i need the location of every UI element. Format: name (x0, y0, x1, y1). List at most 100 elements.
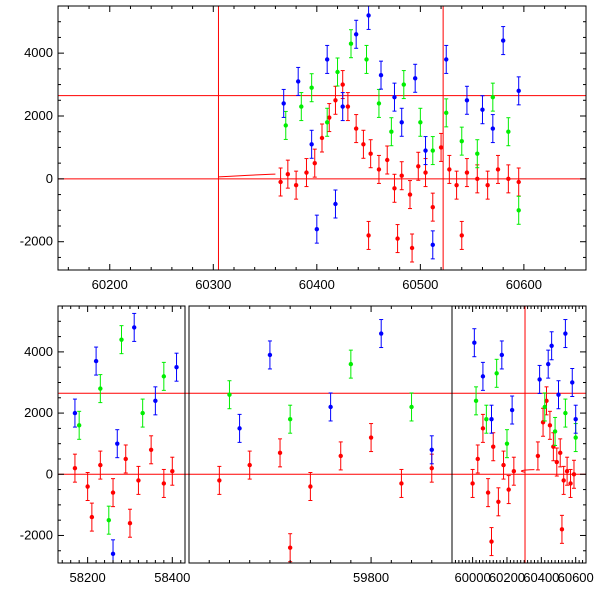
x-tick-label: 60500 (402, 277, 438, 292)
plot-frame (451, 305, 587, 564)
data-point (174, 364, 179, 370)
data-point (490, 126, 496, 131)
data-point (170, 469, 175, 474)
model-curve (218, 173, 276, 178)
x-tick-label: 58400 (154, 570, 190, 585)
data-point (509, 407, 515, 413)
data-point (563, 410, 568, 416)
data-point (475, 151, 480, 156)
data-point (285, 171, 291, 177)
data-point (491, 444, 496, 449)
data-point (295, 79, 301, 84)
data-point (464, 98, 470, 103)
data-point (464, 170, 470, 175)
data-point (399, 120, 404, 125)
data-point (480, 107, 485, 112)
data-point (293, 182, 299, 188)
data-point (570, 380, 575, 385)
data-point (399, 481, 404, 486)
data-point (148, 447, 154, 452)
data-point (385, 157, 390, 163)
data-point (573, 417, 578, 422)
data-point (392, 186, 397, 191)
data-point (516, 88, 521, 94)
data-point (153, 398, 158, 404)
data-point (423, 170, 428, 175)
data-point (401, 82, 406, 87)
data-point (312, 160, 317, 166)
data-point (345, 104, 351, 109)
data-point (430, 204, 435, 210)
data-point (485, 182, 490, 188)
data-point (364, 57, 369, 62)
data-point (506, 487, 511, 492)
x-tick-label: 60400 (299, 277, 335, 292)
data-point (304, 170, 309, 175)
y-tick-label: 0 (46, 171, 53, 186)
data-point (217, 478, 222, 483)
data-point (561, 478, 566, 483)
data-point (475, 456, 480, 462)
data-point (161, 374, 167, 379)
data-point (556, 392, 561, 397)
data-point (444, 57, 449, 62)
data-point (287, 545, 293, 550)
data-point (389, 129, 394, 134)
y-tick-label: -2000 (20, 234, 53, 249)
data-point (470, 481, 475, 486)
x-tick-label: 60300 (195, 277, 231, 292)
data-point (287, 417, 293, 422)
data-point (535, 453, 541, 459)
data-point (571, 472, 577, 477)
data-point (161, 481, 167, 486)
data-point (299, 104, 304, 109)
data-point (85, 484, 90, 489)
data-point (324, 120, 330, 125)
data-point (559, 527, 565, 532)
data-point (542, 404, 547, 410)
data-point (409, 404, 414, 410)
data-point (327, 115, 332, 120)
data-point (547, 423, 553, 428)
data-point (506, 129, 511, 134)
data-point (353, 32, 359, 37)
data-point (429, 465, 434, 471)
data-point (127, 521, 133, 526)
data-point (115, 441, 120, 446)
data-point (72, 410, 78, 416)
data-point (407, 192, 413, 197)
top-panel: -2000 0 2000 4000 60200 60300 60400 60500 60600 (20, 5, 587, 292)
data-point (516, 208, 521, 213)
data-point (430, 148, 435, 153)
data-point (395, 236, 400, 241)
data-point (444, 110, 449, 116)
x-tick-label: 60600 (506, 277, 542, 292)
data-point (501, 462, 506, 468)
data-point (353, 126, 359, 131)
data-point (544, 398, 549, 404)
data-point (277, 450, 283, 456)
data-point (511, 469, 517, 474)
data-point (454, 182, 459, 188)
data-point (423, 148, 428, 153)
data-point (123, 456, 128, 462)
data-point (368, 151, 373, 156)
data-point (504, 441, 510, 446)
data-point (500, 38, 506, 43)
data-point (309, 85, 314, 90)
data-point (558, 450, 563, 456)
data-point (333, 201, 338, 207)
plot-frame (57, 5, 587, 271)
data-point (72, 465, 78, 471)
data-point (378, 72, 384, 78)
data-point (338, 453, 343, 459)
data-point (314, 226, 320, 232)
y-tick-label: 4000 (24, 344, 53, 359)
data-point (340, 82, 345, 87)
data-point (438, 145, 444, 150)
data-point (459, 233, 464, 238)
model-curve (520, 469, 535, 473)
data-point (546, 361, 551, 367)
data-point (416, 164, 421, 169)
data-point (429, 447, 434, 452)
